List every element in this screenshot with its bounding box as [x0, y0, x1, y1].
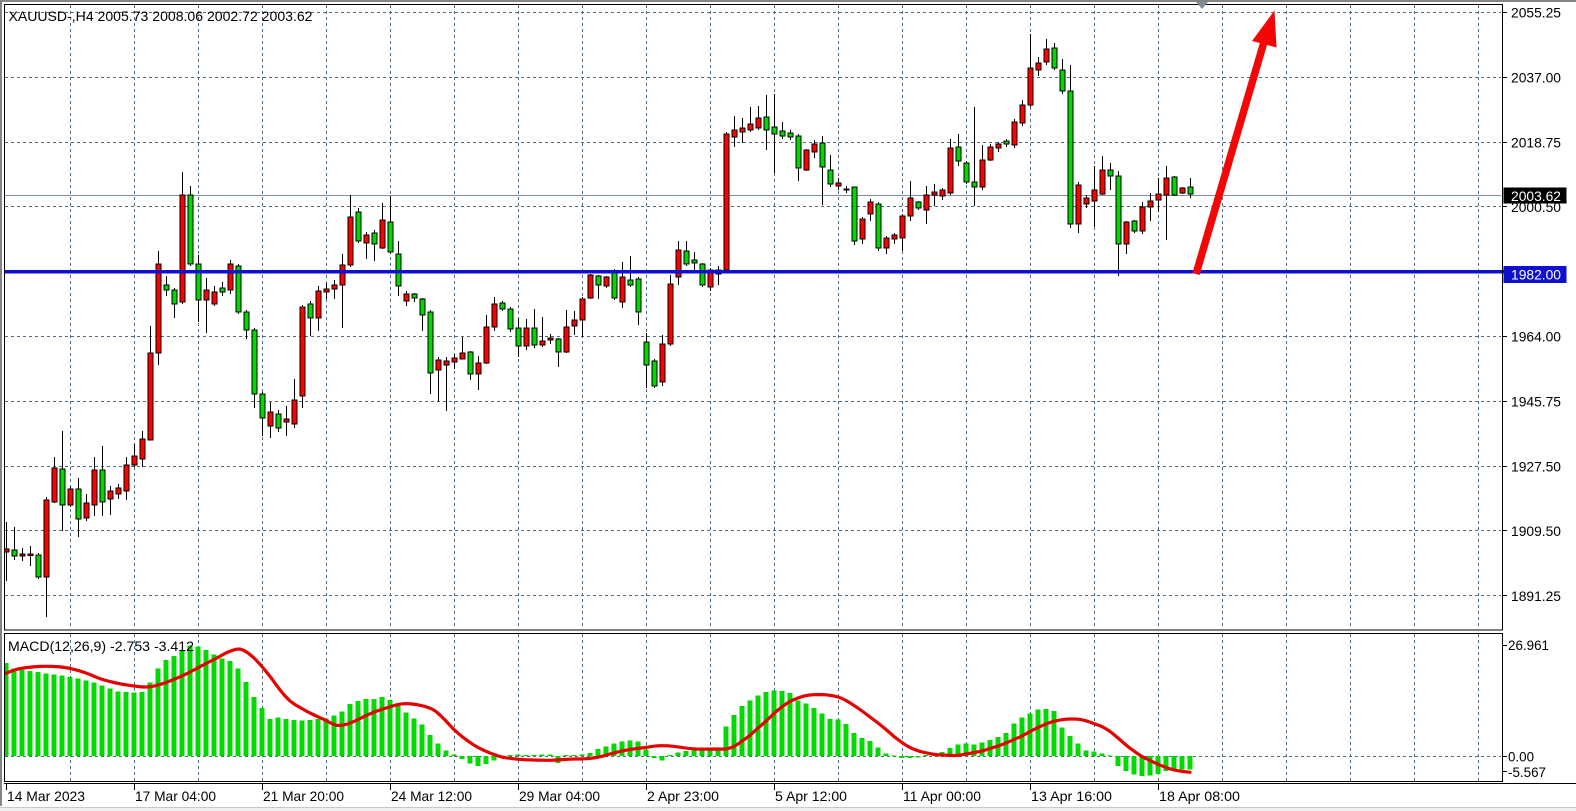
svg-text:2000.50: 2000.50 — [1511, 199, 1561, 215]
svg-text:26.961: 26.961 — [1508, 637, 1549, 653]
svg-text:21 Mar 20:00: 21 Mar 20:00 — [263, 788, 344, 804]
svg-text:1909.50: 1909.50 — [1511, 523, 1561, 539]
svg-text:5 Apr 12:00: 5 Apr 12:00 — [775, 788, 847, 804]
svg-text:17 Mar 04:00: 17 Mar 04:00 — [135, 788, 216, 804]
svg-text:1964.00: 1964.00 — [1511, 329, 1561, 345]
svg-text:XAUUSD-,H4 2005.73 2008.06 20: XAUUSD-,H4 2005.73 2008.06 2002.72 2003.… — [9, 8, 313, 24]
svg-text:MACD(12,26,9) -2.753 -3.412: MACD(12,26,9) -2.753 -3.412 — [8, 638, 194, 654]
svg-text:2037.00: 2037.00 — [1511, 70, 1561, 86]
svg-text:0.00: 0.00 — [1508, 748, 1534, 764]
svg-text:1945.75: 1945.75 — [1511, 394, 1561, 410]
svg-text:11 Apr 00:00: 11 Apr 00:00 — [903, 788, 981, 804]
svg-text:14 Mar 2023: 14 Mar 2023 — [7, 788, 85, 804]
svg-text:1927.50: 1927.50 — [1511, 458, 1561, 474]
svg-text:24 Mar 12:00: 24 Mar 12:00 — [391, 788, 472, 804]
svg-text:2003.62: 2003.62 — [1511, 188, 1561, 204]
svg-text:-5.567: -5.567 — [1508, 764, 1546, 780]
svg-text:1982.00: 1982.00 — [1511, 267, 1561, 283]
svg-text:18 Apr 08:00: 18 Apr 08:00 — [1159, 788, 1240, 804]
svg-text:2 Apr 23:00: 2 Apr 23:00 — [647, 788, 719, 804]
svg-text:2018.75: 2018.75 — [1511, 134, 1561, 150]
svg-text:29 Mar 04:00: 29 Mar 04:00 — [519, 788, 600, 804]
svg-text:13 Apr 16:00: 13 Apr 16:00 — [1031, 788, 1112, 804]
svg-text:1891.25: 1891.25 — [1511, 588, 1561, 604]
svg-text:2055.25: 2055.25 — [1511, 5, 1561, 21]
